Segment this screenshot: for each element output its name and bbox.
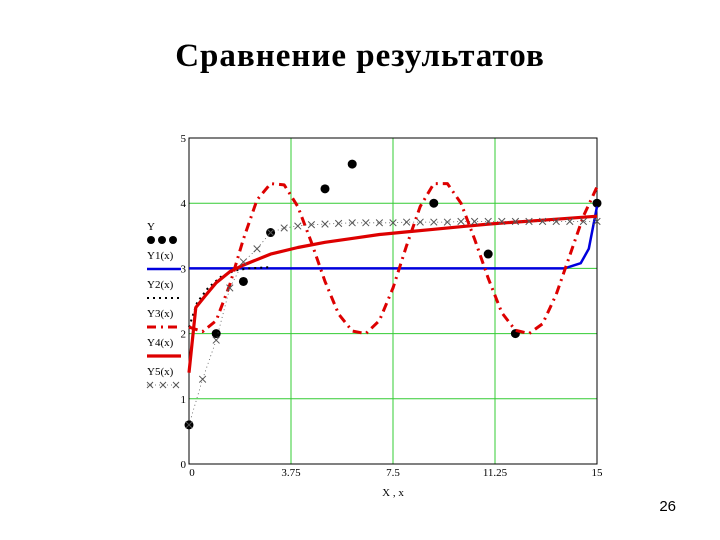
data-point-x (593, 217, 601, 226)
page-number: 26 (659, 498, 676, 515)
x-tick-label: 7.5 (386, 467, 400, 479)
data-point (429, 198, 439, 208)
data-point-x (579, 217, 588, 226)
data-point-x (226, 284, 234, 292)
data-point (483, 249, 493, 259)
series-layer (184, 159, 602, 430)
data-point-x (538, 217, 547, 226)
slide-title: Сравнение результатов (175, 38, 545, 74)
data-point-x (375, 219, 384, 227)
data-point-x (280, 224, 288, 232)
y-tick-label: 1 (181, 394, 187, 406)
data-point-x (321, 220, 329, 228)
x-tick-label: 15 (592, 467, 604, 479)
data-point (347, 159, 357, 169)
data-point-x (511, 217, 520, 226)
data-point-x (348, 219, 356, 227)
grid-layer (189, 138, 597, 464)
legend-label: Y2(x) (147, 279, 174, 291)
series-line (189, 206, 599, 270)
series-line (188, 266, 271, 328)
series-1 (189, 206, 599, 270)
data-point-x (362, 219, 370, 227)
legend-item-4: Y4(x) (147, 337, 181, 358)
data-point-x (470, 217, 479, 226)
legend-label: Y1(x) (147, 250, 174, 262)
data-point-x (430, 218, 438, 226)
legend-label: Y3(x) (147, 308, 174, 320)
data-point-x (266, 228, 275, 237)
data-point-x (552, 217, 560, 226)
x-axis-label: X , x (382, 487, 404, 499)
legend-item-2: Y2(x) (147, 279, 181, 299)
series-line (188, 182, 599, 336)
legend-swatch (169, 236, 177, 244)
legend: Y Y1(x) Y2(x) Y3(x) Y4(x) Y5(x) (146, 221, 181, 389)
legend-item-5: Y5(x) (146, 366, 180, 389)
y-tick-label: 3 (181, 263, 187, 275)
x-tick-label: 0 (189, 467, 195, 479)
data-point-x (566, 217, 574, 226)
x-tick-label: 3.75 (281, 467, 301, 479)
data-point-x (402, 218, 411, 226)
legend-label: Y5(x) (147, 366, 174, 378)
legend-item-3: Y3(x) (147, 308, 181, 329)
series-2 (188, 266, 271, 328)
data-point-x (307, 221, 316, 229)
data-point-x (525, 217, 533, 226)
data-point-x (484, 217, 492, 226)
plot-frame (188, 137, 598, 465)
data-point (320, 184, 330, 194)
y-tick-label: 0 (181, 459, 187, 471)
data-point-x (443, 218, 452, 226)
data-point-x (416, 218, 424, 226)
ticks-layer: 0 3.75 7.5 11.25 15 0 1 2 3 4 5 (181, 133, 604, 479)
data-point-x (239, 258, 248, 266)
legend-label: Y4(x) (147, 337, 174, 349)
series-5 (185, 217, 601, 429)
series-3 (188, 182, 599, 336)
data-point-x (389, 219, 397, 227)
data-point-x (457, 217, 465, 226)
data-point-x (334, 219, 343, 228)
y-tick-label: 4 (181, 198, 187, 210)
data-point-x (498, 217, 506, 226)
x-tick-label: 11.25 (483, 467, 508, 479)
data-point-x (253, 245, 261, 253)
legend-item-0: Y (147, 221, 177, 244)
data-point-x (212, 336, 220, 344)
legend-swatch (158, 236, 166, 244)
y-tick-label: 5 (181, 133, 187, 145)
legend-item-1: Y1(x) (147, 250, 181, 271)
y-tick-label: 2 (181, 329, 187, 341)
data-point (238, 276, 248, 286)
data-point-x (198, 375, 207, 383)
data-point (592, 198, 602, 208)
legend-swatch (147, 236, 155, 244)
data-point-x (185, 421, 193, 429)
legend-label: Y (147, 221, 155, 233)
data-point (211, 329, 221, 339)
data-point-x (294, 222, 302, 230)
